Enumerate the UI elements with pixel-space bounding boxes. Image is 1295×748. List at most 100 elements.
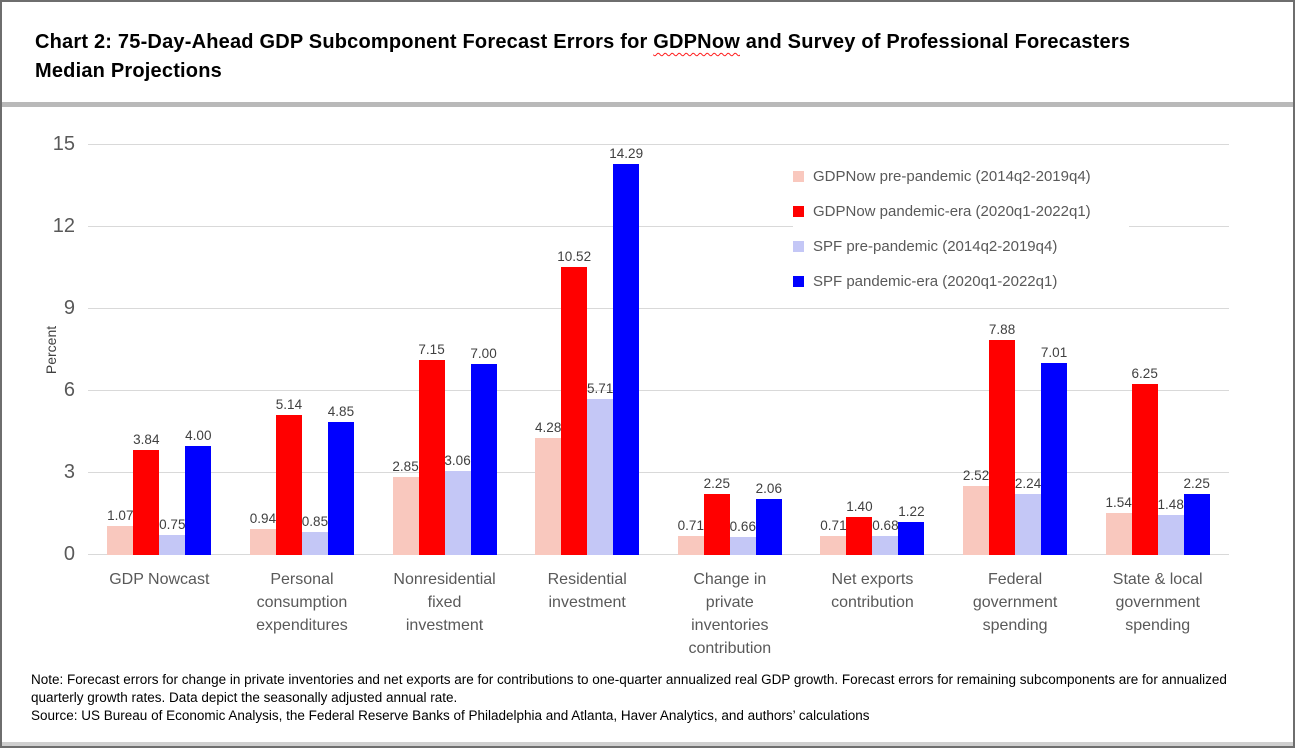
chart-title-line2: Median Projections <box>35 60 222 82</box>
bar: 0.75 <box>159 517 185 555</box>
bar: 0.71 <box>678 518 704 555</box>
gridline <box>88 226 1229 227</box>
value-label: 4.85 <box>327 404 355 420</box>
plot-area: Percent 1.07 3.84 0.75 4.00 0.94 5.14 0.85 4.85… <box>43 133 1229 565</box>
gridline <box>88 554 1229 555</box>
bar: 7.15 <box>418 342 445 555</box>
value-label: 5.71 <box>587 380 614 396</box>
bar-group: 1.54 6.25 1.48 2.25 <box>1086 145 1229 555</box>
value-label: 1.40 <box>846 498 873 514</box>
bar-group: 0.71 1.40 0.68 1.22 <box>801 145 944 555</box>
value-label: 2.52 <box>962 468 990 484</box>
category-label: Personal consumption expenditures <box>256 571 348 634</box>
bar: 1.22 <box>898 504 925 555</box>
value-label: 1.07 <box>107 507 134 523</box>
y-tick-label: 3 <box>63 461 75 483</box>
chart-footnotes: Note: Forecast errors for change in priv… <box>31 671 1267 725</box>
value-label: 7.15 <box>418 341 445 357</box>
bar: 2.85 <box>392 459 419 555</box>
legend: GDPNow pre-pandemic (2014q2-2019q4) GDPNo… <box>793 159 1129 299</box>
y-tick-label: 12 <box>52 215 75 237</box>
value-label: 0.85 <box>301 513 329 529</box>
legend-item: GDPNow pre-pandemic (2014q2-2019q4) <box>793 159 1129 194</box>
bar: 0.66 <box>730 519 756 555</box>
value-label: 14.29 <box>609 146 644 162</box>
gridline <box>88 308 1229 309</box>
category-label: Nonresidential fixed investment <box>393 571 496 634</box>
legend-item: GDPNow pandemic-era (2020q1-2022q1) <box>793 194 1129 229</box>
y-tick-label: 0 <box>63 543 75 565</box>
value-label: 0.71 <box>820 517 847 533</box>
bar: 1.48 <box>1158 497 1184 555</box>
category-label: Net exports contribution <box>831 571 914 611</box>
value-label: 0.94 <box>249 511 277 527</box>
category-label: Change in private inventories contributi… <box>688 571 772 657</box>
value-label: 3.06 <box>444 453 471 469</box>
title-segment: and Survey of Professional Forecasters <box>740 31 1131 53</box>
bar-group: 0.71 2.25 0.66 2.06 <box>659 145 802 555</box>
chart-note: Note: Forecast errors for change in priv… <box>31 672 1227 705</box>
value-label: 3.84 <box>133 432 160 448</box>
bar: 4.28 <box>535 420 561 555</box>
bar-group: 1.07 3.84 0.75 4.00 <box>88 145 231 555</box>
bar: 2.52 <box>963 468 989 555</box>
value-label: 2.24 <box>1014 475 1042 491</box>
value-label: 0.75 <box>159 516 186 532</box>
bar: 0.68 <box>872 518 899 555</box>
chart-source: Source: US Bureau of Economic Analysis, … <box>31 708 870 723</box>
legend-label: SPF pandemic-era (2020q1-2022q1) <box>813 273 1058 290</box>
legend-swatch-icon <box>793 171 804 182</box>
legend-item: SPF pandemic-era (2020q1-2022q1) <box>793 264 1129 299</box>
value-label: 2.25 <box>703 475 730 491</box>
value-label: 6.25 <box>1131 366 1158 382</box>
gridline <box>88 472 1229 473</box>
bar: 2.24 <box>1015 476 1041 555</box>
category-label: State & local government spending <box>1112 571 1203 634</box>
bar: 0.85 <box>302 514 328 555</box>
value-label: 2.85 <box>392 459 419 475</box>
value-label: 7.88 <box>988 321 1016 337</box>
legend-label: GDPNow pre-pandemic (2014q2-2019q4) <box>813 168 1091 185</box>
chart-title: Chart 2: 75-Day-Ahead GDP Subcomponent F… <box>35 28 1260 86</box>
bar: 4.00 <box>185 428 211 555</box>
legend-label: SPF pre-pandemic (2014q2-2019q4) <box>813 238 1058 255</box>
value-label: 0.71 <box>677 517 704 533</box>
y-axis-title: Percent <box>43 325 59 375</box>
value-label: 5.14 <box>275 396 303 412</box>
gridline <box>88 144 1229 145</box>
header-divider <box>2 102 1293 107</box>
bar: 0.94 <box>250 511 276 555</box>
value-label: 2.06 <box>755 480 782 496</box>
bar: 1.07 <box>107 508 133 555</box>
bar: 7.88 <box>989 322 1015 555</box>
legend-swatch-icon <box>793 276 804 287</box>
bar: 5.71 <box>587 381 613 555</box>
legend-label: GDPNow pandemic-era (2020q1-2022q1) <box>813 203 1091 220</box>
value-label: 1.22 <box>898 503 925 519</box>
value-label: 4.28 <box>535 420 562 436</box>
legend-swatch-icon <box>793 206 804 217</box>
value-label: 0.68 <box>872 518 899 534</box>
value-label: 1.54 <box>1105 494 1132 510</box>
category-label: GDP Nowcast <box>109 571 210 588</box>
bar: 14.29 <box>609 146 643 555</box>
legend-item: SPF pre-pandemic (2014q2-2019q4) <box>793 229 1129 264</box>
value-label: 7.00 <box>470 345 497 361</box>
bar: 2.25 <box>1184 476 1210 555</box>
bar-group: 0.94 5.14 0.85 4.85 <box>231 145 374 555</box>
value-label: 10.52 <box>557 249 592 265</box>
bar: 6.25 <box>1132 366 1158 555</box>
y-tick-label: 6 <box>63 379 75 401</box>
chart-title-line1: Chart 2: 75-Day-Ahead GDP Subcomponent F… <box>35 28 1260 57</box>
legend-swatch-icon <box>793 241 804 252</box>
bar-groups: 1.07 3.84 0.75 4.00 0.94 5.14 0.85 4.85 2.85 7.15… <box>88 145 1229 555</box>
bar: 0.71 <box>820 518 847 555</box>
x-axis-labels: GDP Nowcast Personal consumption expendit… <box>88 568 1229 660</box>
value-label: 1.48 <box>1157 496 1184 512</box>
chart-canvas: Percent 1.07 3.84 0.75 4.00 0.94 5.14 0.85 4.85… <box>2 108 1293 668</box>
bar: 2.25 <box>704 476 730 555</box>
bar: 5.14 <box>276 397 302 555</box>
y-tick-label: 15 <box>52 133 75 155</box>
value-label: 4.00 <box>185 427 212 443</box>
